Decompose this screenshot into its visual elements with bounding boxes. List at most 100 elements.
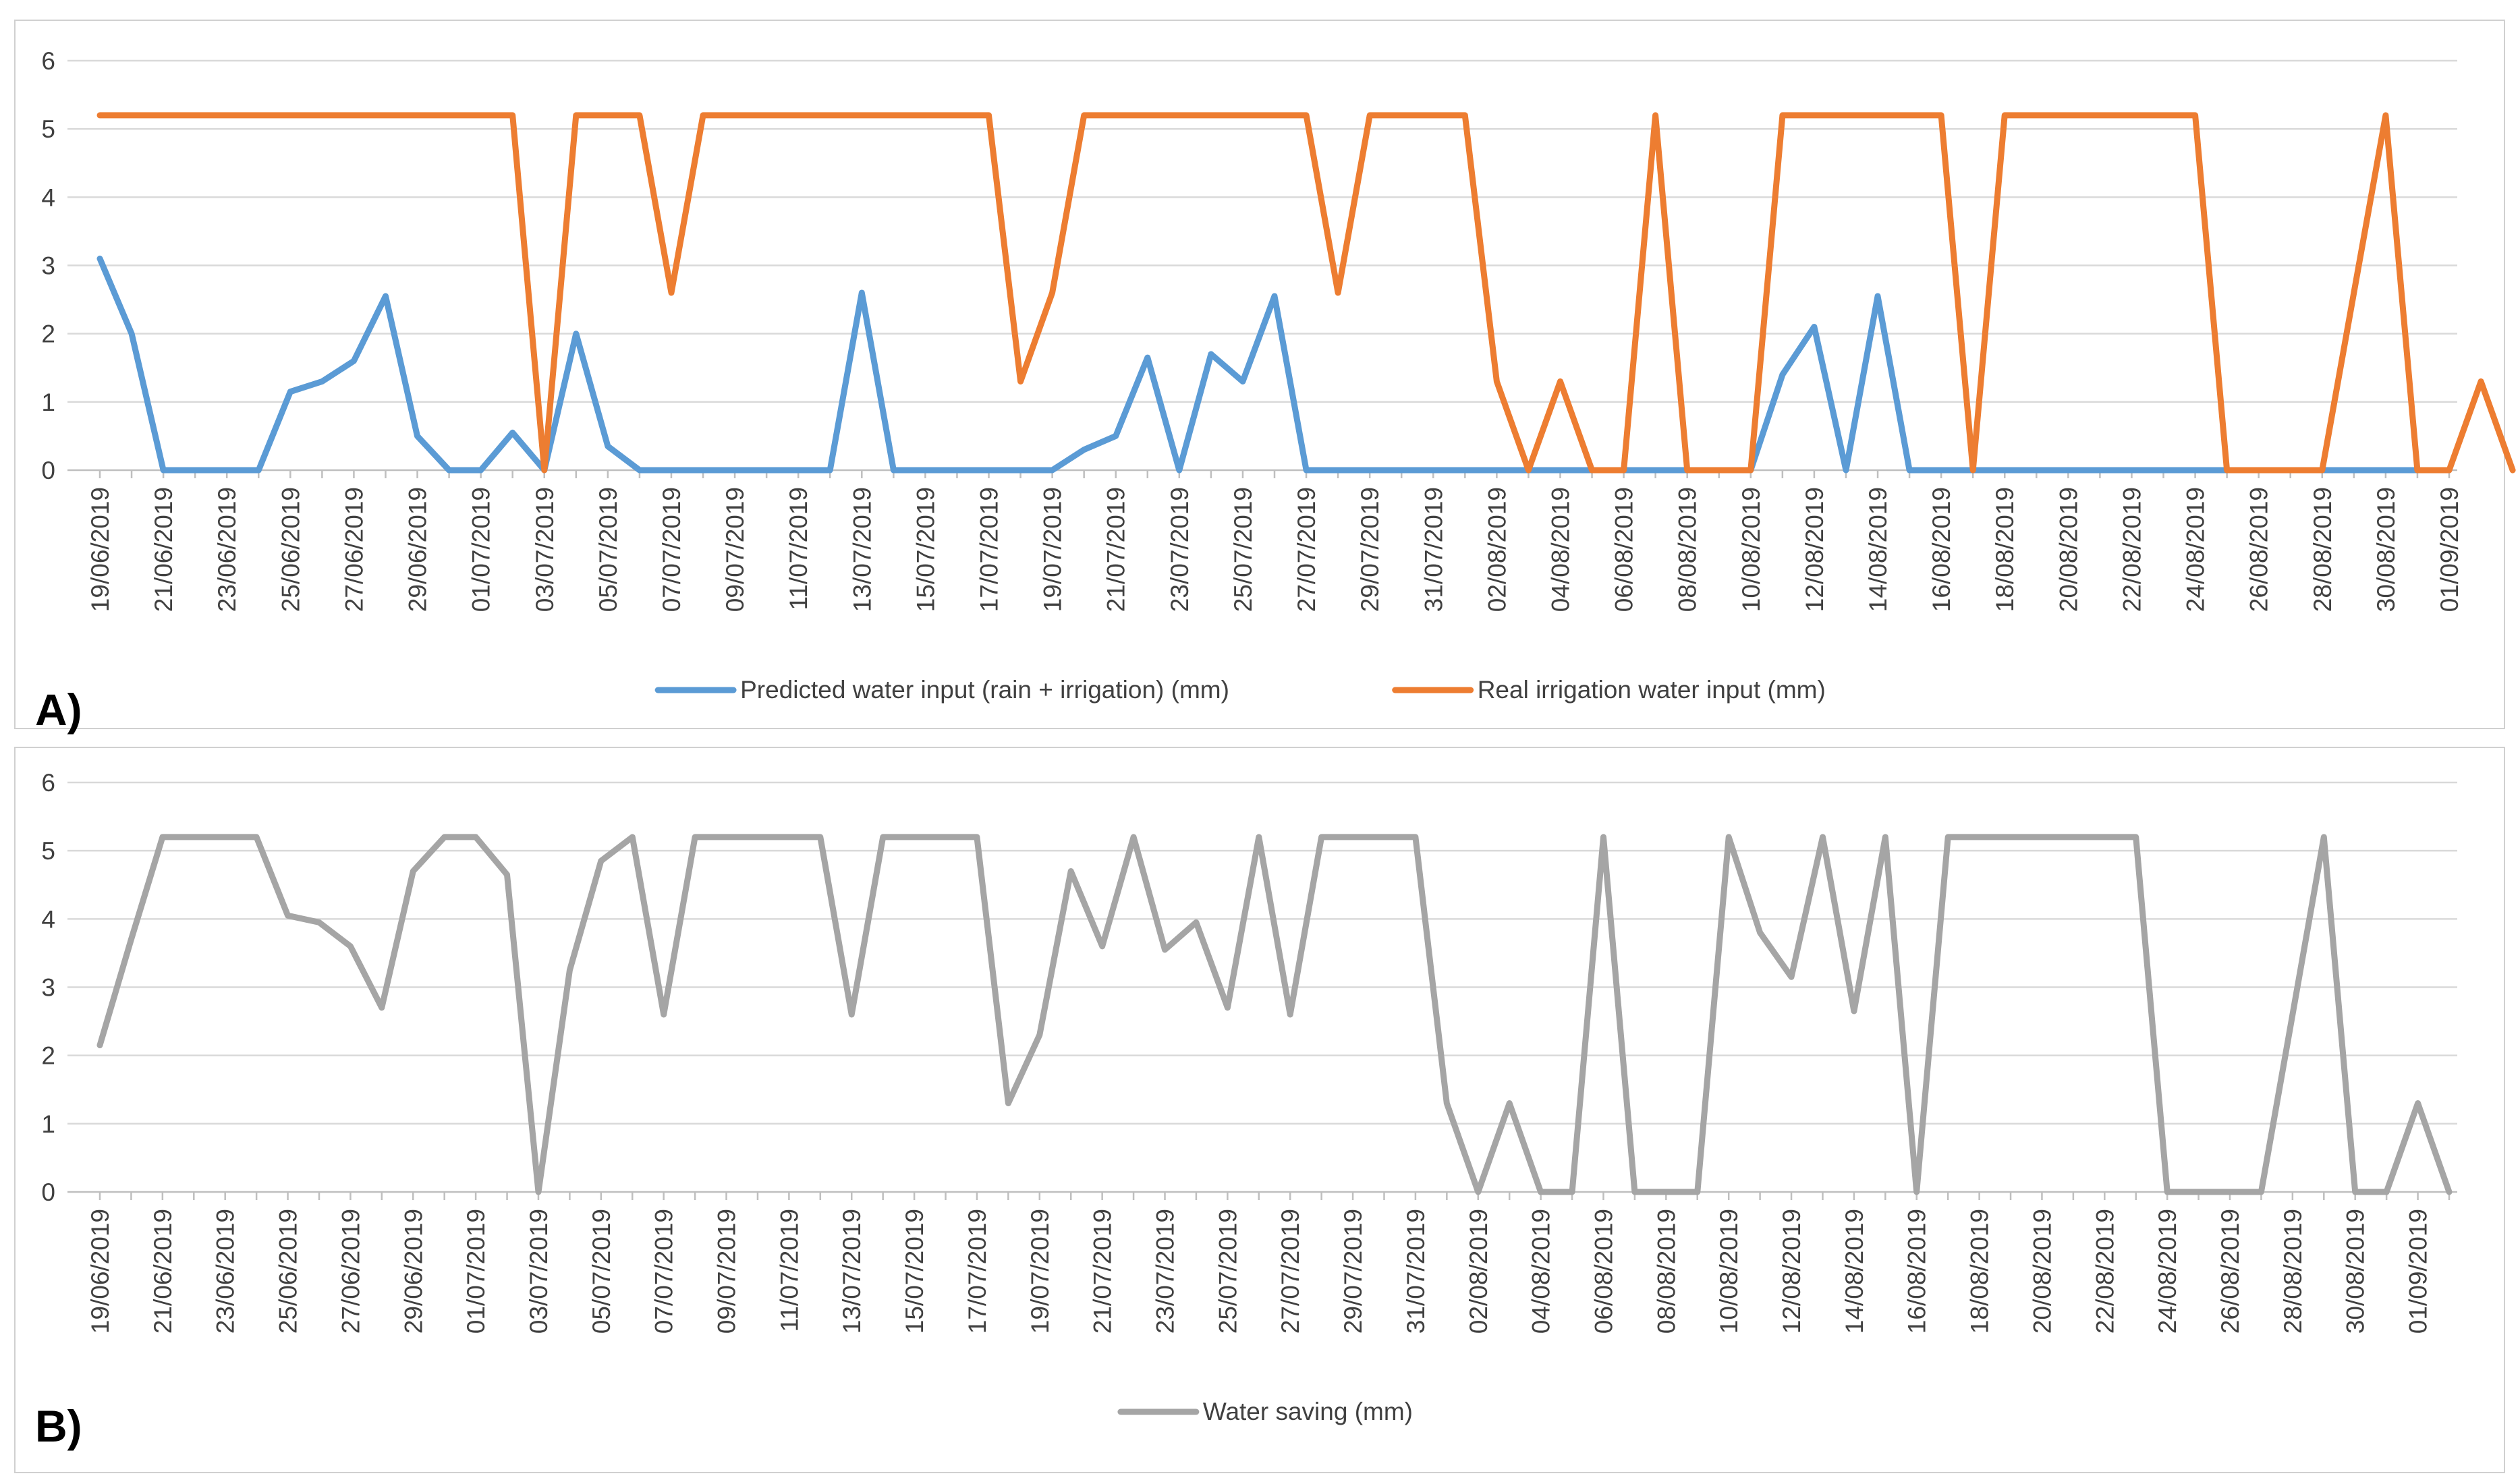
- data-point: [2065, 112, 2071, 119]
- data-point: [974, 834, 980, 840]
- data-point: [795, 467, 802, 474]
- data-point: [1600, 834, 1606, 840]
- x-tick-label: 25/07/2019: [1229, 487, 1257, 612]
- data-point: [1811, 112, 1818, 119]
- x-tick-label: 09/07/2019: [721, 487, 749, 612]
- data-point: [1271, 293, 1278, 300]
- data-point: [1380, 834, 1387, 840]
- data-point: [2160, 467, 2167, 474]
- data-point: [1099, 943, 1106, 950]
- data-point: [2477, 378, 2484, 384]
- data-point: [763, 467, 770, 474]
- data-point: [2133, 834, 2139, 840]
- data-point: [446, 112, 453, 119]
- data-point: [316, 919, 323, 925]
- data-point: [2414, 467, 2421, 474]
- data-point: [1239, 378, 1246, 384]
- data-point: [1461, 112, 1468, 119]
- x-tick-label: 24/08/2019: [2182, 487, 2210, 612]
- x-tick-label: 12/08/2019: [1801, 487, 1828, 612]
- data-point: [1130, 834, 1137, 840]
- data-point: [605, 112, 611, 119]
- data-point: [1017, 467, 1024, 474]
- panel-a-label: A): [35, 685, 82, 735]
- data-point: [255, 112, 262, 119]
- data-point: [160, 112, 167, 119]
- data-point: [566, 967, 573, 973]
- data-point: [1976, 834, 1983, 840]
- data-point: [1049, 289, 1056, 296]
- data-point: [700, 112, 706, 119]
- data-point: [2033, 467, 2040, 474]
- y-tick-label: 4: [41, 183, 55, 211]
- y-tick-label: 6: [41, 47, 55, 75]
- data-point: [2195, 1189, 2202, 1195]
- data-point: [2096, 112, 2103, 119]
- data-point: [1906, 112, 1913, 119]
- data-point: [2065, 467, 2071, 474]
- x-tick-label: 21/07/2019: [1089, 1209, 1117, 1334]
- x-tick-label: 19/07/2019: [1039, 487, 1067, 612]
- data-point: [223, 112, 230, 119]
- x-tick-label: 23/06/2019: [213, 487, 241, 612]
- data-point: [1144, 354, 1151, 361]
- data-point: [96, 112, 103, 119]
- data-point: [2383, 1189, 2390, 1195]
- x-tick-label: 06/08/2019: [1611, 487, 1638, 612]
- data-point: [2001, 112, 2008, 119]
- data-point: [2160, 112, 2167, 119]
- x-tick-label: 27/07/2019: [1293, 487, 1320, 612]
- data-point: [1557, 378, 1563, 384]
- data-point: [763, 112, 770, 119]
- x-tick-label: 17/07/2019: [976, 487, 1003, 612]
- y-tick-label: 6: [41, 769, 55, 797]
- data-point: [446, 467, 453, 474]
- data-point: [1193, 919, 1200, 925]
- data-point: [848, 1011, 855, 1018]
- data-point: [817, 834, 824, 840]
- data-point: [1049, 467, 1056, 474]
- data-point: [754, 834, 761, 840]
- x-tick-label: 08/08/2019: [1652, 1209, 1680, 1334]
- y-tick-label: 1: [41, 1110, 55, 1138]
- data-point: [1335, 467, 1341, 474]
- data-point: [1271, 112, 1278, 119]
- data-point: [2070, 834, 2077, 840]
- y-tick-label: 5: [41, 837, 55, 865]
- data-point: [1113, 112, 1119, 119]
- data-point: [1757, 930, 1764, 936]
- data-point: [1652, 467, 1659, 474]
- data-point: [504, 872, 511, 878]
- data-point: [1716, 467, 1723, 474]
- x-tick-label: 20/08/2019: [2028, 1209, 2056, 1334]
- panel-b-chart: 0 1 2 3 4 5 6 19/06/2019 21/06/2019 23/06/2019 25…: [14, 747, 2505, 1473]
- data-point: [1398, 112, 1405, 119]
- data-point: [287, 389, 293, 395]
- data-point: [96, 255, 103, 262]
- x-tick-label: 01/07/2019: [468, 487, 495, 612]
- x-tick-label: 09/07/2019: [713, 1209, 741, 1334]
- data-point: [2192, 467, 2199, 474]
- data-point: [222, 834, 229, 840]
- data-point: [598, 857, 605, 864]
- legend-label: Real irrigation water input (mm): [1478, 676, 1826, 704]
- data-point: [1747, 467, 1754, 474]
- data-point: [1882, 834, 1888, 840]
- data-point: [128, 936, 134, 943]
- data-point: [1493, 378, 1500, 384]
- data-point: [2351, 289, 2357, 296]
- data-point: [541, 467, 548, 474]
- data-point: [1208, 351, 1214, 358]
- data-point: [414, 432, 421, 439]
- data-point: [731, 467, 738, 474]
- data-point: [410, 868, 416, 875]
- data-point: [1461, 467, 1468, 474]
- data-point: [2192, 112, 2199, 119]
- data-point: [160, 467, 167, 474]
- panel-b-label: B): [35, 1401, 82, 1451]
- data-point: [1036, 1031, 1043, 1038]
- x-tick-label: 13/07/2019: [838, 1209, 866, 1334]
- data-point: [1843, 467, 1849, 474]
- x-tick-label: 01/09/2019: [2405, 1209, 2432, 1334]
- data-point: [1819, 834, 1826, 840]
